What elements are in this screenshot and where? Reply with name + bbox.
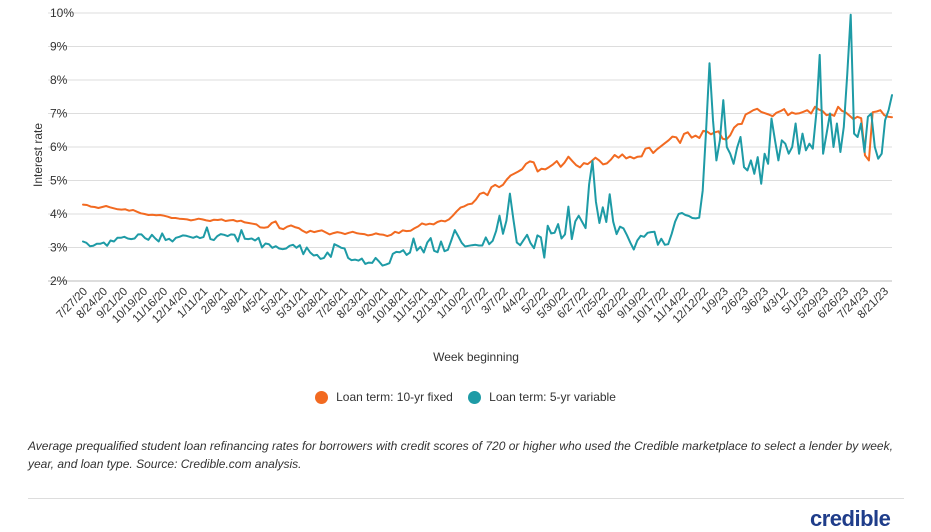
- series-line-5yr-variable: [82, 13, 893, 267]
- chart-caption: Average prequalified student loan refina…: [28, 439, 893, 471]
- y-tick-label: 4%: [50, 207, 68, 221]
- legend-item-10yr-fixed: Loan term: 10-yr fixed: [315, 390, 453, 404]
- legend-swatch-teal: [468, 390, 482, 404]
- legend-label-10yr-fixed: Loan term: 10-yr fixed: [336, 390, 453, 404]
- x-axis-label: Week beginning: [433, 350, 519, 364]
- credible-logo: credible: [810, 506, 891, 531]
- legend-item-5yr-variable: Loan term: 5-yr variable: [468, 390, 616, 404]
- rate-line-chart: 10% 9% 8% 7% 6% 5% 4% 3% 2% 7/27/208/24/209/21/2…: [31, 6, 893, 364]
- legend-swatch-orange: [315, 390, 329, 404]
- y-axis-label: Interest rate: [31, 123, 45, 187]
- y-tick-label: 8%: [50, 73, 68, 87]
- y-tick-label: 7%: [50, 107, 68, 121]
- gridlines: [48, 12, 892, 282]
- y-tick-label: 3%: [50, 241, 68, 255]
- legend: Loan term: 10-yr fixed Loan term: 5-yr v…: [0, 390, 931, 407]
- footer-divider: [28, 498, 904, 499]
- y-tick-label: 10%: [50, 6, 74, 20]
- legend-label-5yr-variable: Loan term: 5-yr variable: [489, 390, 616, 404]
- y-tick-label: 6%: [50, 140, 68, 154]
- y-tick-label: 9%: [50, 40, 68, 54]
- x-axis-ticks: 7/27/208/24/209/21/2010/19/2011/16/2012/…: [55, 286, 892, 326]
- series-lines: [82, 13, 893, 267]
- y-tick-label: 2%: [50, 274, 68, 288]
- series-line-10yr-fixed: [82, 105, 893, 238]
- y-tick-label: 5%: [50, 174, 68, 188]
- y-axis-ticks: 10% 9% 8% 7% 6% 5% 4% 3% 2%: [50, 6, 74, 288]
